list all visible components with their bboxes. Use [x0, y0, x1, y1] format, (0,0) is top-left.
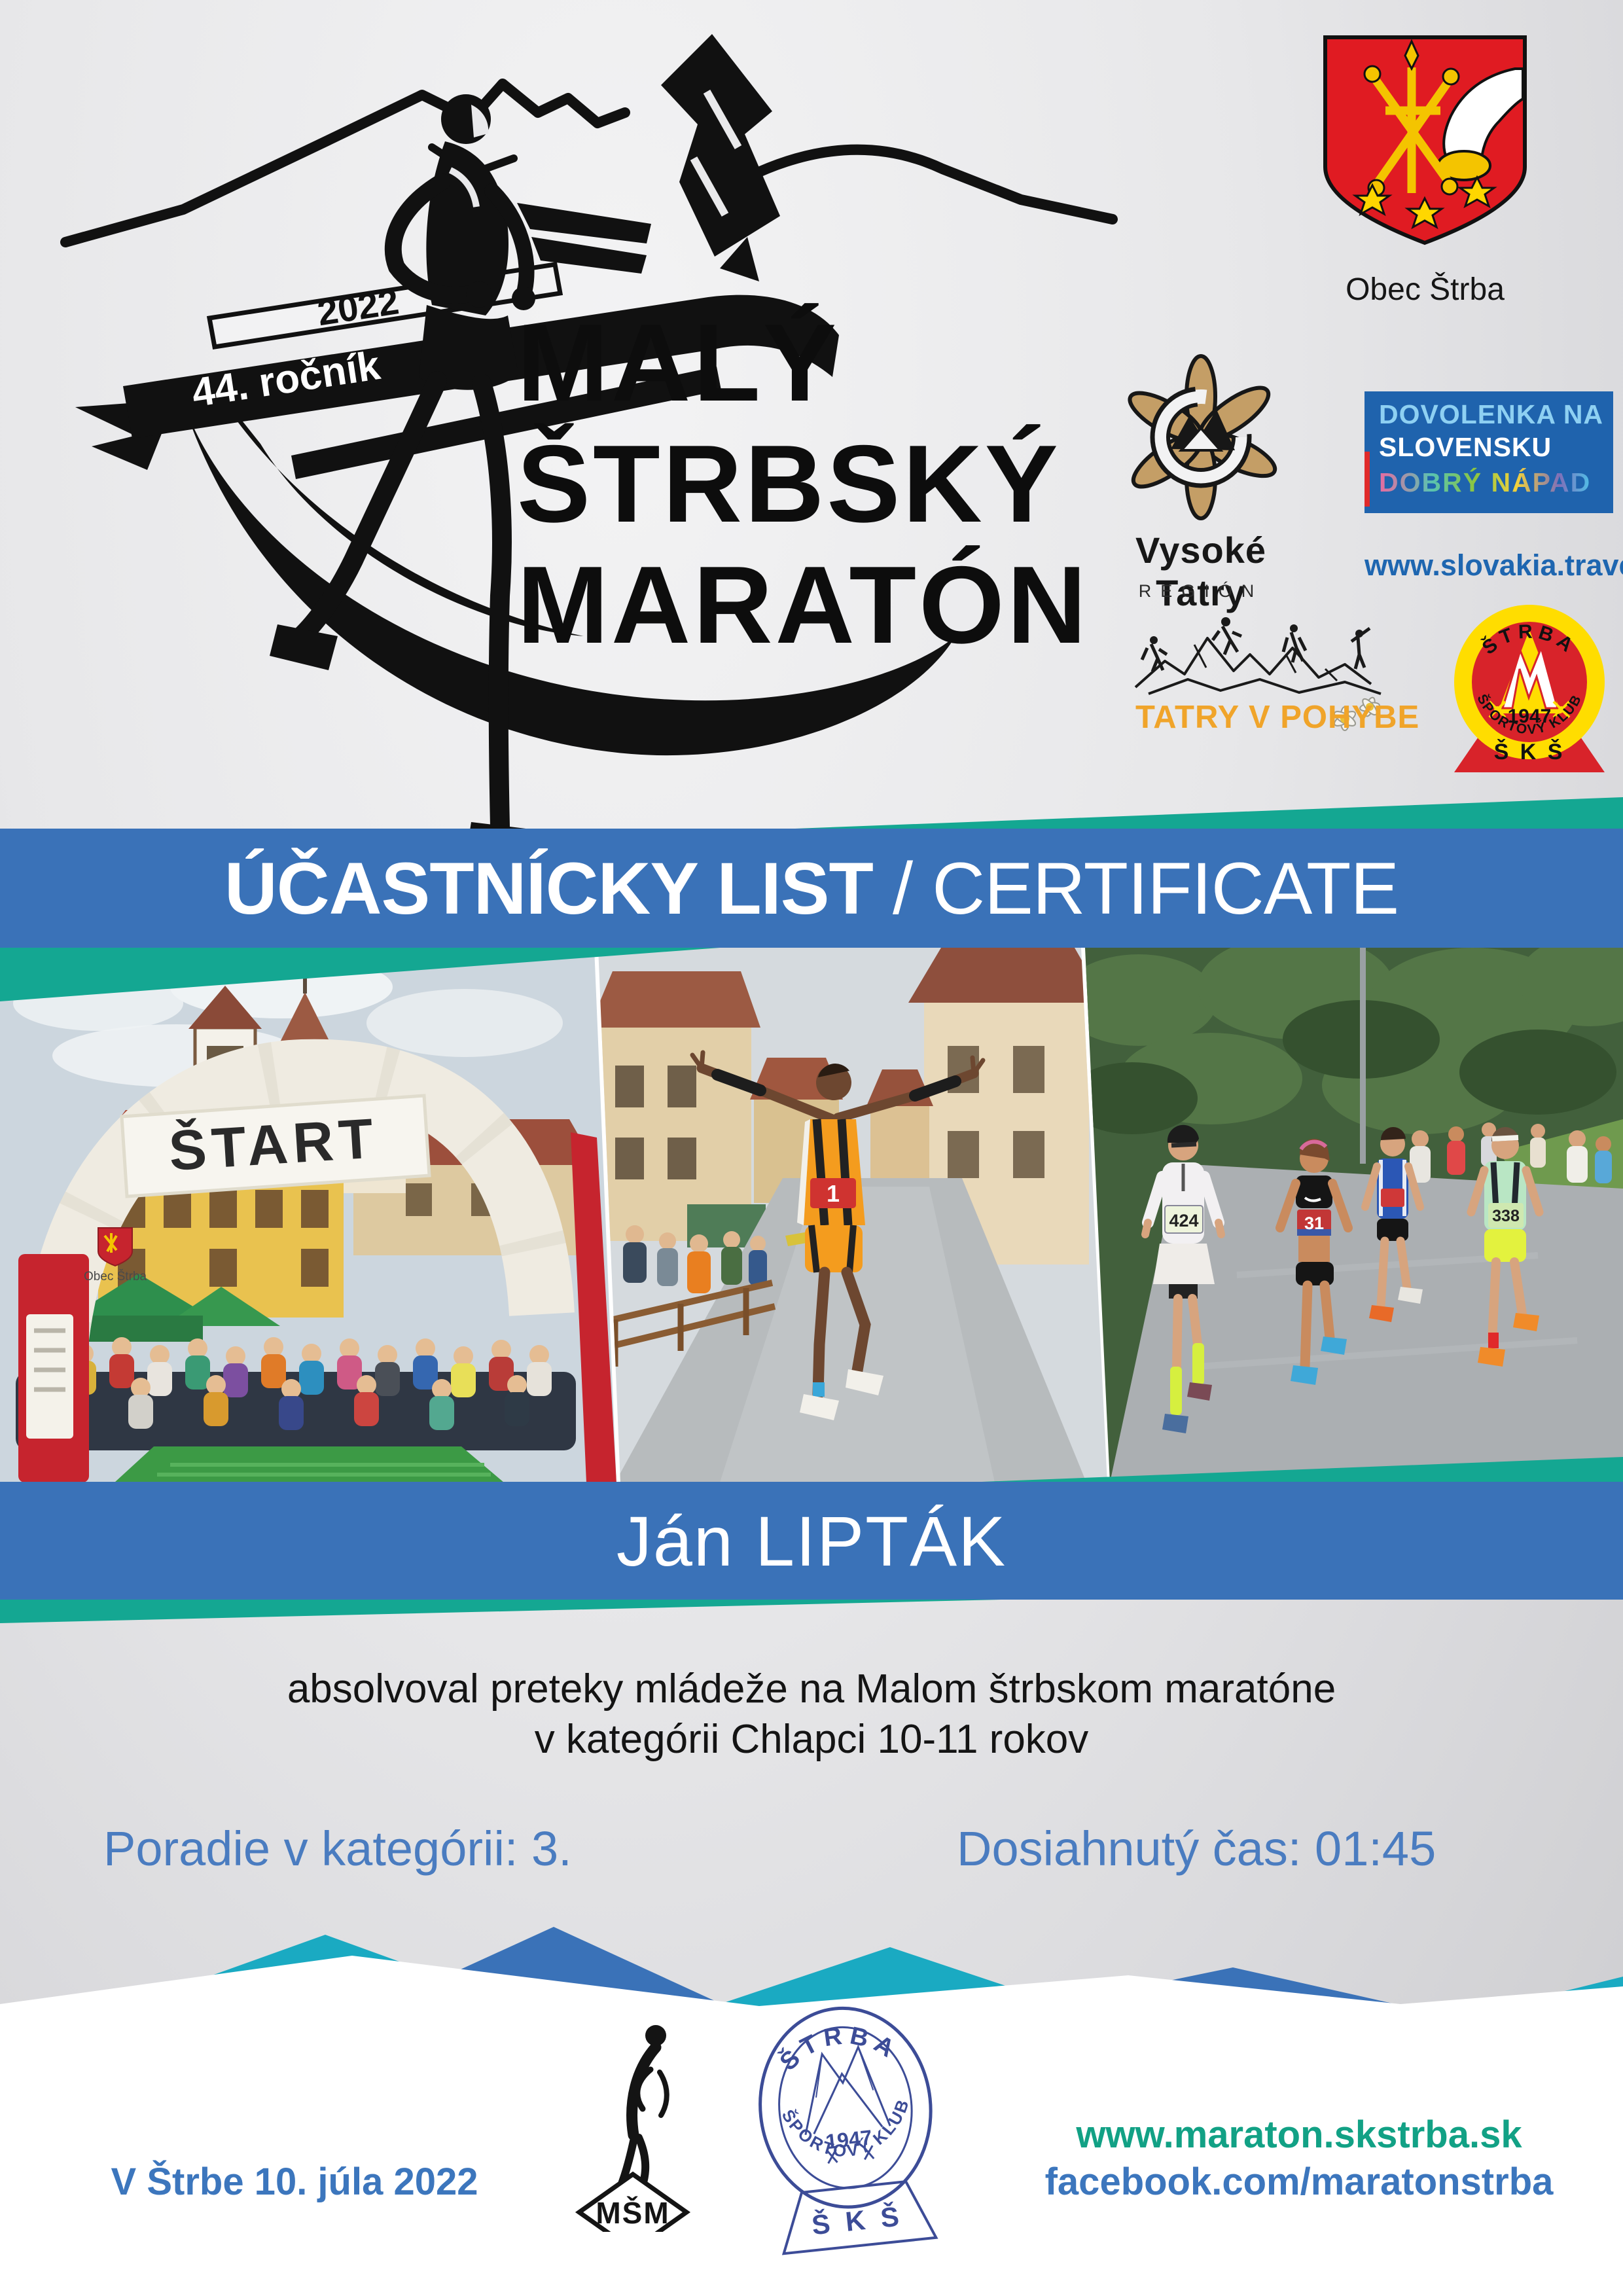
runner-31: 31 — [1280, 1139, 1348, 1385]
banner-sep: / — [872, 847, 933, 929]
athlete-silhouettes — [1140, 617, 1371, 672]
tatry-v-pohybe-label: TATRY V POHYBE — [1135, 700, 1420, 735]
title-line-2: ŠTRBSKÝ — [517, 422, 1061, 545]
bib-31: 31 — [1304, 1213, 1324, 1233]
winner-runner: 1 — [692, 1052, 983, 1420]
start-sign-text: ŠTART — [167, 1107, 380, 1183]
runner-338: 338 — [1471, 1127, 1539, 1367]
vysoke-tatry-logo — [1128, 354, 1277, 520]
teal-wedge-top — [795, 797, 1623, 829]
marathon-logo: 2022 44. ročník — [60, 34, 1118, 865]
winner-bib: 1 — [827, 1180, 840, 1207]
vysoke-tatry-name: Vysoké Tatry — [1135, 529, 1267, 613]
runner-silhouette — [270, 94, 537, 865]
arch-crest-label: Obec Štrba — [84, 1269, 147, 1283]
body-text-line1: absolvoval preteky mládeže na Malom štrb… — [287, 1666, 1336, 1712]
sks-year: 1947 — [1508, 706, 1552, 727]
bib-338: 338 — [1492, 1207, 1520, 1225]
photo-start-arch: ŠTART Obec Štrba — [0, 948, 622, 1482]
footer-date: V Štrbe 10. júla 2022 — [111, 2161, 478, 2203]
background-runners — [1410, 1122, 1612, 1183]
obec-strba-crest — [1323, 35, 1527, 245]
slovakia-travel-url: www.slovakia.travel — [1364, 548, 1623, 582]
stamp-abbr: Š K Š — [810, 2200, 904, 2240]
sks-stamp: ŠTRBA 1947 ŠPORTOVÝ KLUB Š K Š — [758, 2006, 938, 2255]
certificate-banner: ÚČASTNÍCKY LIST / CERTIFICATE — [0, 829, 1623, 948]
stamp-top-text: ŠTRBA — [771, 2016, 906, 2078]
runner-blue — [1365, 1127, 1423, 1322]
teal-wedge-under-name — [0, 1600, 1001, 1623]
footer-facebook[interactable]: facebook.com/maratonstrba — [1044, 2161, 1554, 2203]
runner-424: 424 — [1145, 1125, 1221, 1433]
edelweiss-flowers — [1334, 696, 1380, 731]
banner-title-sk: ÚČASTNÍCKY LIST — [224, 847, 874, 929]
recipient-name: Ján LIPTÁK — [616, 1501, 1007, 1581]
arch-crest: Obec Štrba — [84, 1228, 147, 1283]
title-line-1: MALÝ — [517, 301, 839, 424]
teal-wedge-above-name — [982, 1457, 1623, 1482]
dovolenka-box: DOVOLENKA NA SLOVENSKU DOBRÝ NÁPAD — [1364, 391, 1613, 513]
rank-text: Poradie v kategórii: 3. — [103, 1821, 572, 1876]
teal-wedge-under-banner — [0, 948, 720, 1001]
dovolenka-line1: DOVOLENKA NA — [1379, 399, 1604, 429]
obec-strba-label: Obec Štrba — [1346, 272, 1505, 307]
msm-logo: MŠM — [575, 2025, 691, 2232]
banner-title-en: CERTIFICATE — [932, 847, 1399, 929]
dark-peak — [661, 34, 780, 257]
mountain-ridge-right — [741, 144, 1118, 224]
sks-abbr: Š K Š — [1494, 739, 1565, 764]
title-line-3: MARATÓN — [517, 543, 1090, 666]
mountain-divider — [0, 1927, 1623, 2055]
name-banner: Ján LIPTÁK — [0, 1482, 1623, 1600]
footer-website[interactable]: www.maraton.skstrba.sk — [1076, 2113, 1522, 2156]
photo-runners-group: 424 31 — [1080, 948, 1623, 1482]
dovolenka-line3: DOBRÝ NÁPAD — [1379, 467, 1592, 497]
vysoke-tatry-region: REGIÓN — [1138, 581, 1264, 601]
certificate-banner-text: ÚČASTNÍCKY LIST / CERTIFICATE — [224, 846, 1399, 931]
dovolenka-red-bar — [1364, 452, 1370, 507]
sks-badge: ŠTRBA 1947 ŠPORTOVÝ KLUB Š K Š — [1454, 605, 1605, 772]
ribbon-year: 2022 — [315, 280, 402, 333]
mountain-ridge-left — [60, 79, 630, 247]
tatry-v-pohybe-logo — [1134, 617, 1382, 731]
msm-abbr: MŠM — [596, 2196, 669, 2230]
crest-stars — [1352, 175, 1497, 230]
time-text: Dosiahnutý čas: 01:45 — [957, 1821, 1436, 1876]
body-text-line2: v kategórii Chlapci 10-11 rokov — [534, 1717, 1089, 1762]
event-title: MALÝ ŠTRBSKÝ MARATÓN — [517, 302, 1089, 666]
bib-424: 424 — [1169, 1211, 1198, 1230]
photo-finisher: 1 — [589, 948, 1113, 1482]
dovolenka-line2: SLOVENSKU — [1379, 432, 1552, 462]
